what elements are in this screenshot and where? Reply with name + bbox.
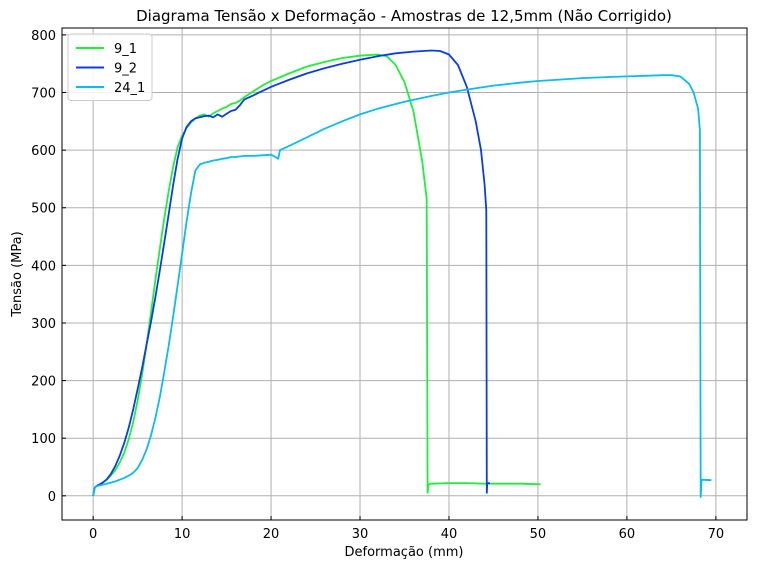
legend-label: 9_1	[114, 42, 137, 57]
x-tick-label: 10	[174, 527, 191, 542]
series-line-9_2	[92, 49, 490, 496]
y-tick-label: 400	[31, 259, 56, 274]
series-lines	[92, 49, 712, 498]
legend-box	[67, 33, 153, 101]
series-line-24_1	[92, 74, 712, 498]
y-tick-label: 700	[31, 87, 56, 102]
x-tick-label: 40	[441, 527, 458, 542]
x-axis-label: Deformação (mm)	[345, 545, 464, 560]
x-tick-label: 50	[530, 527, 547, 542]
x-tick-label: 60	[619, 527, 636, 542]
y-tick-label: 600	[31, 144, 56, 159]
series-line-9_1	[92, 53, 541, 496]
y-tick-label: 0	[48, 490, 56, 505]
legend-label: 9_2	[114, 62, 137, 77]
y-tick-label: 300	[31, 317, 56, 332]
plot-frame	[61, 27, 748, 521]
y-tick-label: 200	[31, 375, 56, 390]
grid	[62, 28, 747, 520]
chart-title: Diagrama Tensão x Deformação - Amostras …	[136, 7, 672, 25]
y-tick-label: 500	[31, 202, 56, 217]
x-tick-label: 0	[89, 527, 97, 542]
y-axis-label: Tensão (MPa)	[10, 231, 25, 317]
x-tick-label: 30	[352, 527, 369, 542]
legend: 9_1 9_2 24_1	[67, 33, 153, 101]
x-tick-label: 20	[263, 527, 280, 542]
y-tick-label: 100	[31, 432, 56, 447]
y-tick-label: 800	[31, 29, 56, 44]
x-tick-label: 70	[708, 527, 725, 542]
legend-label: 24_1	[114, 81, 145, 96]
